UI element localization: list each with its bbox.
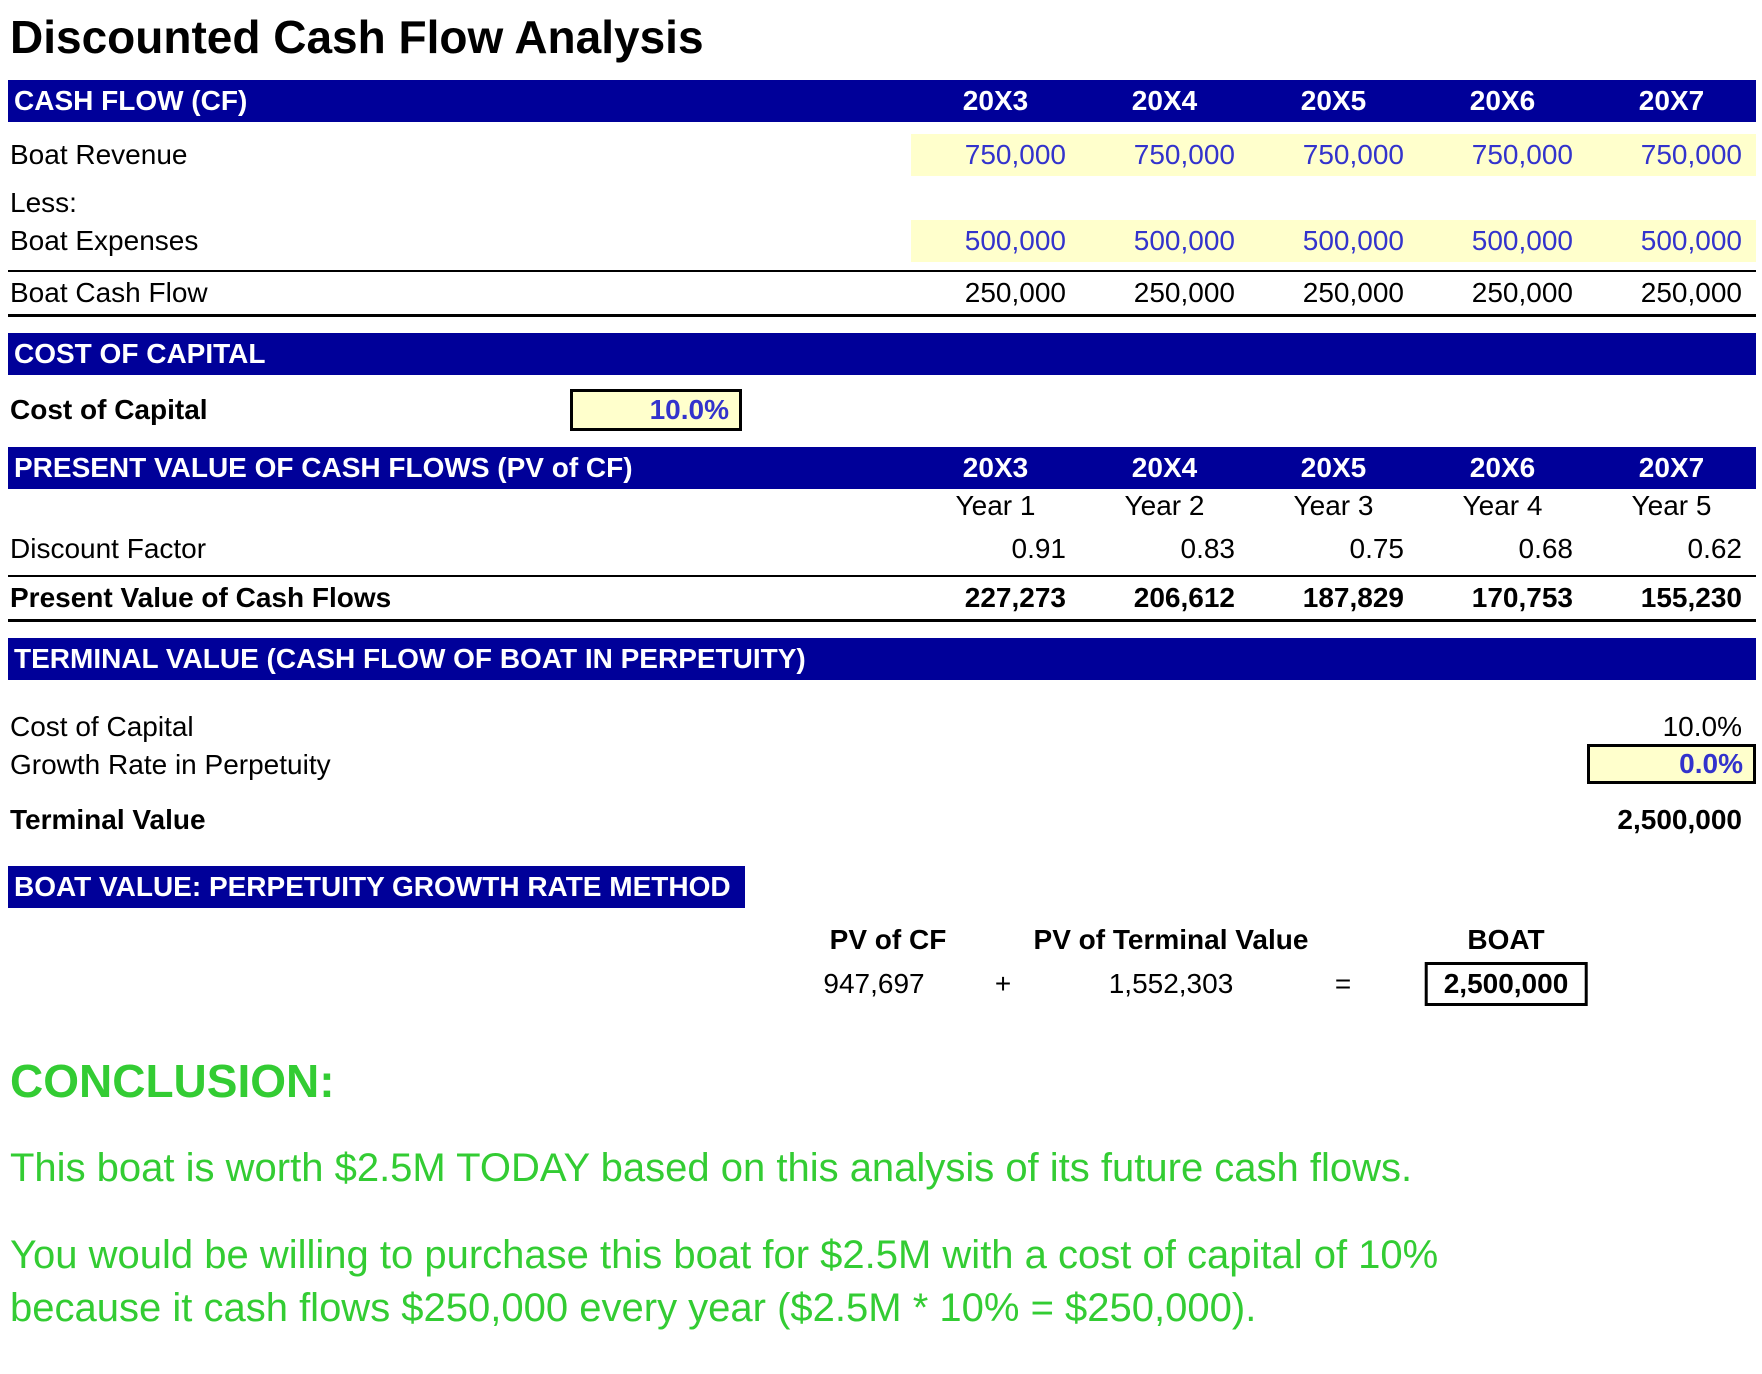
boat-cash-flow-cell: 250,000 (1471, 277, 1573, 308)
terminal-value-row: Terminal Value 2,500,000 (8, 802, 1756, 838)
terminal-value-cell: 2,500,000 (1617, 804, 1742, 835)
conclusion-line-2: You would be willing to purchase this bo… (10, 1232, 1439, 1330)
conclusion-line-1: This boat is worth $2.5M TODAY based on … (10, 1146, 1413, 1190)
discount-factor-cell: 0.68 (1518, 533, 1574, 564)
year-label: Year 4 (1462, 490, 1543, 521)
cost-of-capital-input[interactable]: 10.0% (570, 389, 742, 431)
boat-expenses-cell[interactable]: 500,000 (1587, 220, 1756, 262)
year-header-20x4: 20X4 (1131, 452, 1198, 483)
boat-revenue-cell[interactable]: 750,000 (911, 134, 1080, 176)
discount-factor-row: Discount Factor 0.91 0.83 0.75 0.68 0.62 (8, 531, 1756, 567)
boat-value-equation: PV of CF PV of Terminal Value BOAT 947,6… (8, 924, 1756, 1008)
growth-rate-label: Growth Rate in Perpetuity (10, 749, 331, 780)
boat-revenue-cell[interactable]: 750,000 (1587, 134, 1756, 176)
terminal-cost-of-capital-row: Cost of Capital 10.0% (8, 710, 1756, 744)
cost-of-capital-wrap: Cost of Capital 10.0% (8, 389, 911, 431)
year-number-row: Year 1 Year 2 Year 3 Year 4 Year 5 (8, 489, 1756, 523)
boat-expenses-cell[interactable]: 500,000 (1418, 220, 1587, 262)
discount-factor-cell: 0.62 (1687, 533, 1743, 564)
discount-factor-label: Discount Factor (10, 533, 207, 564)
pv-of-cash-flows-cell: 155,230 (1640, 582, 1742, 613)
cost-of-capital-row: Cost of Capital 10.0% (8, 389, 1756, 431)
boat-cash-flow-cell: 250,000 (1133, 277, 1235, 308)
boat-expenses-cell[interactable]: 500,000 (1249, 220, 1418, 262)
discount-factor-cell: 0.75 (1349, 533, 1405, 564)
pv-of-cf-value: 947,697 (823, 968, 925, 999)
plus-sign: + (994, 968, 1012, 999)
year-label: Year 2 (1124, 490, 1205, 521)
pv-section-title: PRESENT VALUE OF CASH FLOWS (PV of CF) (14, 452, 633, 483)
terminal-value-section-bar: TERMINAL VALUE (CASH FLOW OF BOAT IN PER… (8, 638, 1756, 680)
boat-value-result-box: 2,500,000 (1424, 962, 1588, 1006)
boat-value-section-bar: BOAT VALUE: PERPETUITY GROWTH RATE METHO… (8, 866, 745, 908)
year-label: Year 1 (955, 490, 1036, 521)
year-label: Year 5 (1631, 490, 1712, 521)
boat-revenue-cell[interactable]: 750,000 (1249, 134, 1418, 176)
pv-of-cash-flows-cell: 206,612 (1133, 582, 1235, 613)
boat-expenses-label: Boat Expenses (10, 225, 199, 256)
pv-of-cf-header: PV of CF (829, 924, 947, 955)
boat-revenue-cell[interactable]: 750,000 (1418, 134, 1587, 176)
year-header-20x6: 20X6 (1469, 85, 1536, 116)
pv-of-terminal-value-value: 1,552,303 (1108, 968, 1234, 999)
year-header-20x3: 20X3 (962, 85, 1029, 116)
pv-of-terminal-value-header: PV of Terminal Value (1033, 924, 1309, 955)
boat-cash-flow-cell: 250,000 (964, 277, 1066, 308)
less-row: Less: (8, 186, 1756, 220)
conclusion-heading: CONCLUSION: (10, 1055, 335, 1107)
pv-of-cash-flows-label: Present Value of Cash Flows (10, 582, 392, 613)
year-header-20x7: 20X7 (1638, 452, 1705, 483)
boat-value-section-title: BOAT VALUE: PERPETUITY GROWTH RATE METHO… (14, 871, 731, 902)
boat-cash-flow-label: Boat Cash Flow (10, 277, 208, 308)
cost-of-capital-section-bar: COST OF CAPITAL (8, 333, 1756, 375)
boat-revenue-row: Boat Revenue 750,000 750,000 750,000 750… (8, 134, 1756, 176)
discount-factor-cell: 0.83 (1180, 533, 1236, 564)
page-title: Discounted Cash Flow Analysis (10, 11, 704, 63)
year-header-20x7: 20X7 (1638, 85, 1705, 116)
boat-cash-flow-cell: 250,000 (1640, 277, 1742, 308)
growth-rate-input[interactable]: 0.0% (1587, 744, 1756, 784)
year-header-20x6: 20X6 (1469, 452, 1536, 483)
boat-expenses-cell[interactable]: 500,000 (911, 220, 1080, 262)
year-header-20x5: 20X5 (1300, 452, 1367, 483)
pv-of-cash-flows-cell: 170,753 (1471, 582, 1573, 613)
boat-expenses-cell[interactable]: 500,000 (1080, 220, 1249, 262)
year-header-20x3: 20X3 (962, 452, 1029, 483)
terminal-cost-of-capital-label: Cost of Capital (10, 711, 194, 742)
less-label: Less: (10, 187, 77, 218)
cash-flow-section-bar: CASH FLOW (CF) 20X3 20X4 20X5 20X6 20X7 (8, 80, 1756, 122)
pv-of-cash-flows-row: Present Value of Cash Flows 227,273 206,… (8, 575, 1756, 622)
boat-revenue-label: Boat Revenue (10, 139, 188, 170)
pv-section-bar: PRESENT VALUE OF CASH FLOWS (PV of CF) 2… (8, 447, 1756, 489)
equals-sign: = (1334, 968, 1352, 999)
boat-cash-flow-cell: 250,000 (1302, 277, 1404, 308)
terminal-value-section-title: TERMINAL VALUE (CASH FLOW OF BOAT IN PER… (14, 643, 806, 674)
growth-rate-row: Growth Rate in Perpetuity 0.0% (8, 744, 1756, 786)
boat-expenses-row: Boat Expenses 500,000 500,000 500,000 50… (8, 220, 1756, 262)
year-label: Year 3 (1293, 490, 1374, 521)
cash-flow-section-title: CASH FLOW (CF) (14, 85, 248, 116)
terminal-cost-of-capital-value: 10.0% (1662, 711, 1742, 742)
cost-of-capital-section-title: COST OF CAPITAL (14, 338, 266, 369)
year-header-20x4: 20X4 (1131, 85, 1198, 116)
discount-factor-cell: 0.91 (1011, 533, 1067, 564)
spreadsheet-page: Discounted Cash Flow Analysis CASH FLOW … (0, 10, 1762, 1334)
boat-header: BOAT (1467, 924, 1545, 955)
pv-of-cash-flows-cell: 187,829 (1302, 582, 1404, 613)
year-header-20x5: 20X5 (1300, 85, 1367, 116)
terminal-value-label: Terminal Value (10, 804, 206, 835)
boat-revenue-cell[interactable]: 750,000 (1080, 134, 1249, 176)
boat-cash-flow-row: Boat Cash Flow 250,000 250,000 250,000 2… (8, 270, 1756, 317)
pv-of-cash-flows-cell: 227,273 (964, 582, 1066, 613)
cost-of-capital-label: Cost of Capital (10, 394, 208, 425)
